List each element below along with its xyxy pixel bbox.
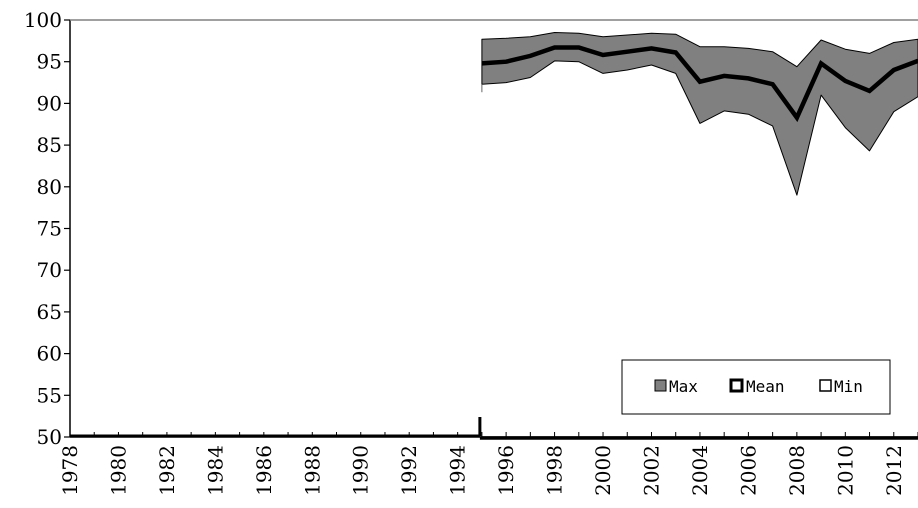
x-tick-label: 1978 [58,445,82,496]
x-tick-label: 1994 [446,445,470,496]
y-tick-label: 85 [37,133,62,157]
x-tick-label: 2000 [591,445,615,496]
x-tick-label: 2004 [688,445,712,496]
x-tick-label: 2010 [833,445,857,496]
y-tick-label: 65 [37,300,62,324]
x-tick-label: 2008 [785,445,809,496]
y-tick-label: 90 [37,91,62,115]
series-band-max-min [481,32,918,196]
x-tick-label: 1980 [106,445,130,496]
legend-label-max: Max [669,377,698,396]
x-tick-layer: 1978 1980 1982 1984 1986 1988 1990 1992 1994 1996… [58,432,918,496]
x-tick-label: 1996 [494,445,518,496]
x-tick-label: 2002 [639,445,663,496]
x-tick-label: 1984 [203,445,227,496]
y-tick-layer: 50 55 60 65 70 75 80 85 90 95 100 [24,8,70,449]
x-tick-label: 1982 [155,445,179,496]
y-tick-label: 55 [37,383,62,407]
y-tick-label: 100 [24,8,62,32]
x-tick-label: 1988 [300,445,324,496]
x-tick-label: 1998 [543,445,567,496]
legend-swatch-max [654,379,667,392]
legend-label-mean: Mean [746,377,785,396]
series-line-mean [481,45,918,123]
legend-swatch-min [819,379,832,392]
legend: Max Mean Min [621,359,891,415]
y-tick-label: 70 [37,258,62,282]
y-tick-label: 60 [37,342,62,366]
legend-swatch-mean [729,378,744,393]
legend-label-min: Min [834,377,863,396]
x-tick-label: 2006 [736,445,760,496]
x-tick-label: 2012 [882,445,906,496]
y-tick-label: 80 [37,175,62,199]
x-tick-label: 1992 [397,445,421,496]
y-tick-label: 95 [37,50,62,74]
y-tick-label: 75 [37,217,62,241]
x-tick-label: 1986 [252,445,276,496]
line-layer [70,45,918,440]
x-tick-label: 1990 [349,445,373,496]
band-layer [481,32,918,196]
y-tick-label: 50 [37,425,62,449]
legend-box [621,359,891,415]
